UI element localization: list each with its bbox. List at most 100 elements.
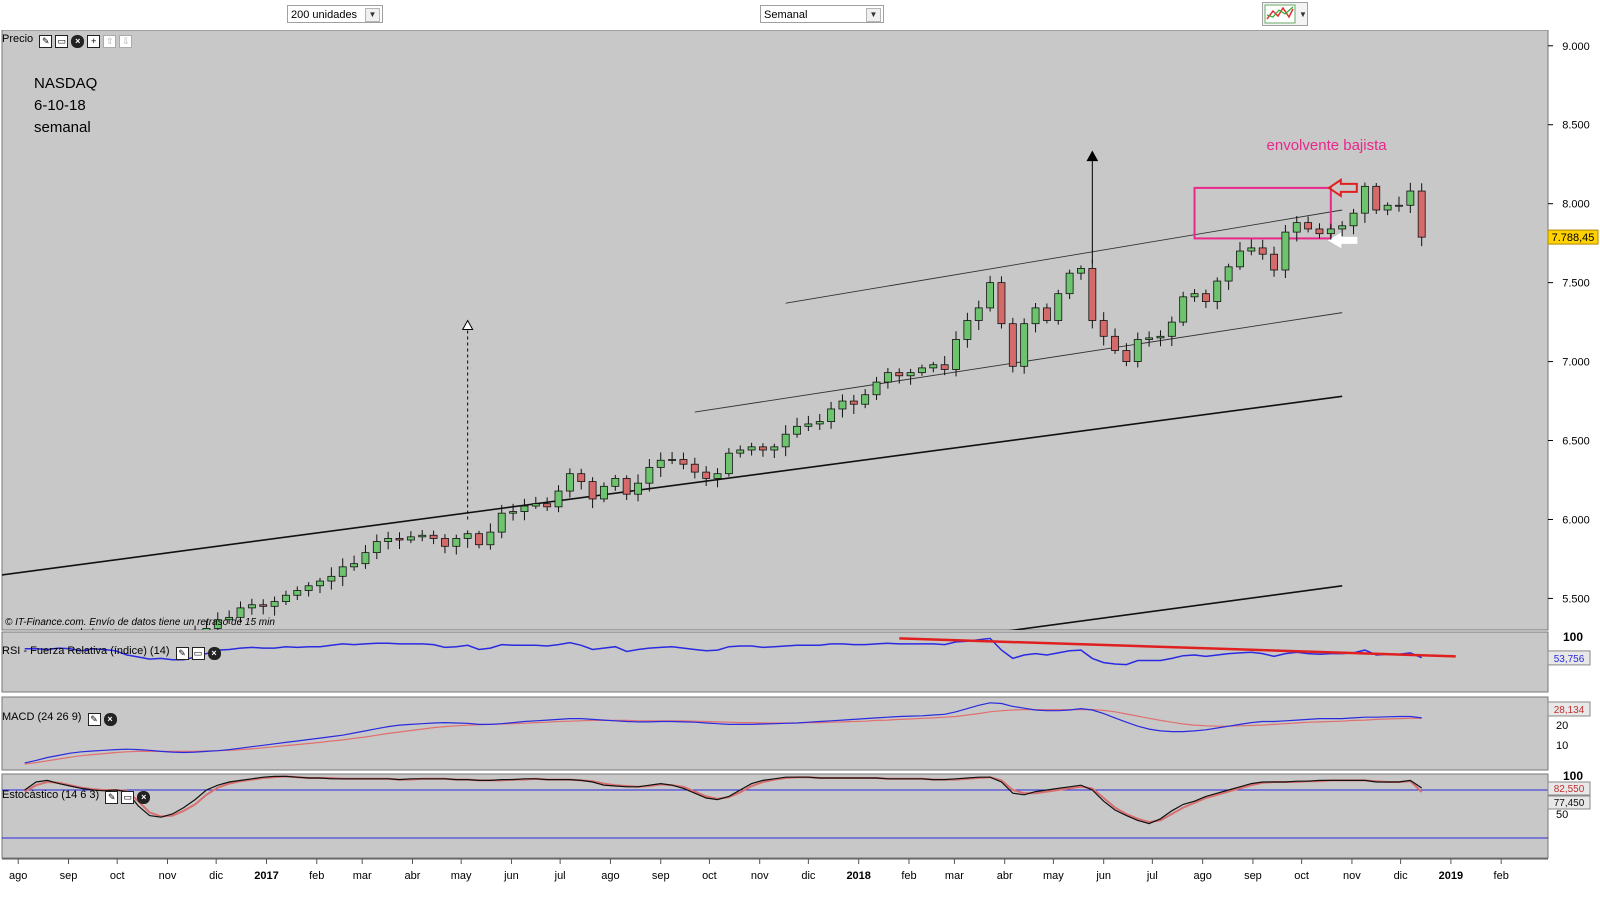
x-axis-label: dic bbox=[1394, 870, 1409, 882]
price-y-tick-label: 7.000 bbox=[1562, 357, 1590, 369]
period-select[interactable]: Semanal ▼ bbox=[760, 5, 884, 23]
x-axis-label: 2018 bbox=[846, 870, 870, 882]
candle-up bbox=[1338, 225, 1347, 230]
wrench-icon[interactable]: ✎ bbox=[105, 791, 119, 804]
candle-down bbox=[940, 364, 949, 370]
price-plot: envolvente bajista bbox=[2, 137, 1426, 630]
pattern-rectangle bbox=[1193, 186, 1332, 240]
price-y-tick-label: 6.000 bbox=[1562, 514, 1590, 526]
candle-down bbox=[679, 459, 688, 465]
candle-up bbox=[713, 473, 722, 479]
trendline bbox=[785, 209, 1343, 304]
close-icon[interactable]: × bbox=[137, 791, 151, 804]
trendline bbox=[2, 395, 1343, 576]
candle-up bbox=[815, 421, 824, 425]
price-panel bbox=[1, 29, 1549, 631]
chart-area: 5.500 6.000 6.500 7.000 7.500 8.000 8.500 9.000… bbox=[0, 29, 1600, 894]
wrench-icon[interactable]: ✎ bbox=[87, 713, 101, 726]
candle-down bbox=[895, 372, 904, 377]
candle-up bbox=[883, 372, 892, 383]
candle-down bbox=[1201, 293, 1210, 302]
candle-down bbox=[622, 478, 631, 495]
candle-down bbox=[259, 604, 268, 607]
candle-up bbox=[861, 394, 870, 405]
candle-down bbox=[577, 473, 586, 482]
x-axis-label: ago bbox=[1193, 870, 1211, 882]
candle-up bbox=[1167, 321, 1176, 337]
move-up-icon[interactable]: ⇧ bbox=[103, 35, 117, 48]
candle-down bbox=[1417, 190, 1426, 238]
price-y-tick-label: 6.500 bbox=[1562, 436, 1590, 448]
x-axis-label: may bbox=[451, 870, 472, 882]
candle-down bbox=[849, 400, 858, 405]
candle-up bbox=[531, 503, 540, 507]
candle-up bbox=[872, 381, 881, 396]
candle-up bbox=[1190, 293, 1199, 298]
candle-up bbox=[793, 425, 801, 435]
x-axis-label: ago bbox=[601, 870, 619, 882]
candle-down bbox=[690, 463, 699, 473]
candle-up bbox=[1395, 204, 1403, 207]
candle-down bbox=[1099, 320, 1108, 337]
wrench-icon[interactable]: ✎ bbox=[175, 647, 189, 660]
candle-up bbox=[1213, 280, 1222, 302]
candle-up bbox=[724, 452, 733, 475]
chart-type-button[interactable]: ▼ bbox=[1262, 2, 1308, 26]
price-y-tick-label: 7.500 bbox=[1562, 278, 1590, 290]
move-down-icon[interactable]: ⇩ bbox=[119, 35, 133, 48]
x-axis-label: 2017 bbox=[254, 870, 278, 882]
candle-up bbox=[452, 538, 461, 547]
units-select[interactable]: 200 unidades ▼ bbox=[287, 5, 383, 23]
price-panel-title: Precio bbox=[2, 33, 34, 45]
close-icon[interactable]: × bbox=[103, 713, 117, 726]
candle-up bbox=[293, 590, 302, 596]
candle-up bbox=[986, 282, 995, 309]
x-axis-label: mar bbox=[353, 870, 372, 882]
candle-down bbox=[475, 533, 483, 546]
close-icon[interactable]: × bbox=[71, 35, 85, 48]
x-axis-label: oct bbox=[702, 870, 717, 882]
candle-up bbox=[406, 536, 415, 541]
svg-text:▼: ▼ bbox=[1299, 10, 1307, 19]
arrow-left-icon bbox=[1327, 232, 1358, 249]
candle-up bbox=[1065, 272, 1074, 295]
candle-up bbox=[1326, 228, 1335, 235]
macd-value-marker bbox=[1547, 701, 1591, 717]
candle-up bbox=[736, 449, 745, 454]
candle-up bbox=[1383, 204, 1392, 211]
maximize-icon[interactable]: ▭ bbox=[191, 647, 205, 660]
projection-arrow-head bbox=[1086, 150, 1099, 162]
x-axis-label: oct bbox=[1294, 870, 1309, 882]
candle-up bbox=[1236, 250, 1244, 268]
x-axis-label: abr bbox=[405, 870, 421, 882]
candle-up bbox=[1133, 339, 1142, 362]
stoch-top-tick: 100 bbox=[1563, 769, 1583, 783]
candle-down bbox=[1258, 247, 1267, 255]
x-axis-label: dic bbox=[801, 870, 816, 882]
period-select-value: Semanal bbox=[764, 9, 808, 21]
x-axis-label: oct bbox=[110, 870, 125, 882]
chevron-down-icon[interactable]: ▼ bbox=[365, 8, 380, 22]
maximize-icon[interactable]: ▭ bbox=[121, 791, 135, 804]
wrench-icon[interactable]: ✎ bbox=[39, 35, 53, 48]
candle-down bbox=[1372, 185, 1381, 211]
maximize-icon[interactable]: ▭ bbox=[55, 35, 69, 48]
units-select-value: 200 unidades bbox=[291, 9, 358, 21]
x-axis-label: sep bbox=[1244, 870, 1262, 882]
candle-down bbox=[588, 481, 597, 500]
price-annotation-text: semanal bbox=[34, 119, 91, 136]
price-annotation-text: NASDAQ bbox=[34, 75, 97, 92]
add-icon[interactable]: + bbox=[87, 35, 101, 48]
x-axis-label: ago bbox=[9, 870, 27, 882]
price-y-tick-label: 5.500 bbox=[1562, 593, 1590, 605]
candle-up bbox=[486, 531, 495, 546]
close-icon[interactable]: × bbox=[207, 647, 221, 660]
candle-up bbox=[1179, 296, 1188, 323]
rsi-top-tick: 100 bbox=[1563, 630, 1583, 644]
x-axis-label: jul bbox=[554, 870, 566, 882]
chevron-down-icon[interactable]: ▼ bbox=[866, 8, 881, 22]
candle-up bbox=[509, 511, 518, 514]
chart-canvas: 5.500 6.000 6.500 7.000 7.500 8.000 8.500 9.000… bbox=[0, 29, 1600, 894]
trendline bbox=[1008, 584, 1343, 630]
price-y-tick-label: 8.000 bbox=[1562, 199, 1590, 211]
